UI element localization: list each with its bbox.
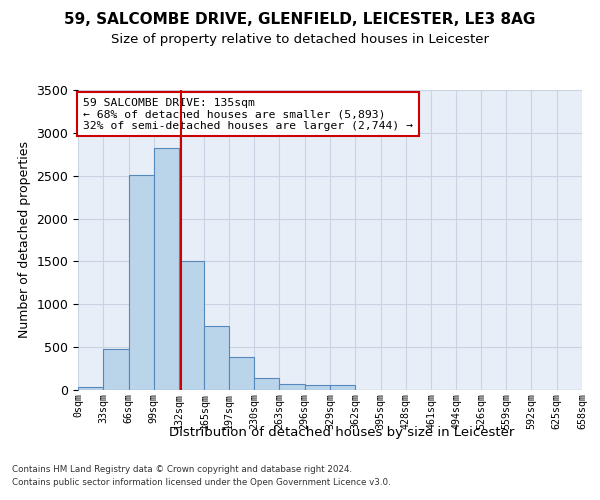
Bar: [254, 378, 280, 390]
Bar: [280, 384, 305, 390]
Text: Size of property relative to detached houses in Leicester: Size of property relative to detached ho…: [111, 32, 489, 46]
Bar: [179, 260, 205, 390]
Text: Contains public sector information licensed under the Open Government Licence v3: Contains public sector information licen…: [12, 478, 391, 487]
Text: Contains HM Land Registry data © Crown copyright and database right 2024.: Contains HM Land Registry data © Crown c…: [12, 466, 352, 474]
Bar: [103, 350, 128, 390]
Bar: [154, 148, 179, 390]
Text: 59, SALCOMBE DRIVE, GLENFIELD, LEICESTER, LE3 8AG: 59, SALCOMBE DRIVE, GLENFIELD, LEICESTER…: [64, 12, 536, 28]
Text: 59 SALCOMBE DRIVE: 135sqm
← 68% of detached houses are smaller (5,893)
32% of se: 59 SALCOMBE DRIVE: 135sqm ← 68% of detac…: [83, 98, 413, 130]
Bar: [78, 388, 103, 390]
Bar: [128, 175, 154, 390]
Bar: [330, 386, 355, 390]
Y-axis label: Number of detached properties: Number of detached properties: [18, 142, 31, 338]
Bar: [305, 386, 330, 390]
Text: Distribution of detached houses by size in Leicester: Distribution of detached houses by size …: [169, 426, 515, 439]
Bar: [205, 326, 229, 390]
Bar: [229, 356, 254, 390]
